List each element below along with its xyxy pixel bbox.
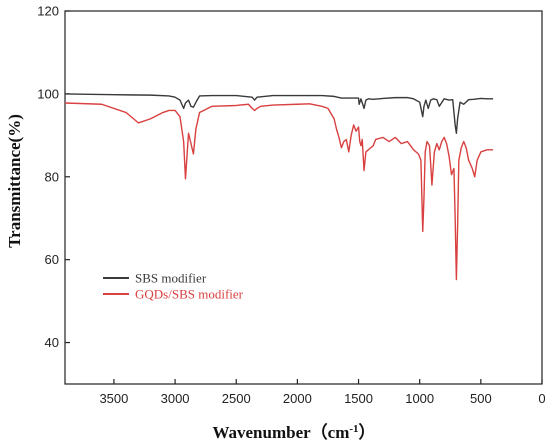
x-tick-label: 1500 xyxy=(344,391,373,406)
x-tick-label: 2500 xyxy=(222,391,251,406)
x-tick-label: 3500 xyxy=(99,391,128,406)
series-line-sbs-modifier xyxy=(64,93,494,134)
series-line-gqds-sbs-modifier xyxy=(64,102,494,281)
x-tick-label: 1000 xyxy=(405,391,434,406)
y-tick-label: 40 xyxy=(45,335,59,350)
x-axis-title-superscript: -1 xyxy=(349,423,358,435)
y-tick-label: 60 xyxy=(45,252,59,267)
x-axis-title-main: Wavenumber（cm xyxy=(212,422,349,442)
y-tick-label: 120 xyxy=(37,4,59,19)
y-tick-label: 80 xyxy=(45,169,59,184)
x-tick-label: 2000 xyxy=(283,391,312,406)
plot-area: 40 60 80 100 120 3500 3000 2500 2000 1500 1000 500 0… xyxy=(37,4,545,407)
y-tick-label: 100 xyxy=(37,86,59,101)
legend-label: GQDs/SBS modifier xyxy=(135,287,244,302)
legend-label: SBS modifier xyxy=(135,271,207,286)
x-axis-title: Wavenumber（cm-1） xyxy=(212,422,375,442)
x-tick-label: 500 xyxy=(470,391,492,406)
y-axis-title: Transmittance(%) xyxy=(5,114,24,248)
x-axis-title-close: ） xyxy=(359,422,376,442)
plot-frame xyxy=(64,10,543,385)
x-tick-label: 3000 xyxy=(161,391,190,406)
x-tick-label: 0 xyxy=(538,391,545,406)
